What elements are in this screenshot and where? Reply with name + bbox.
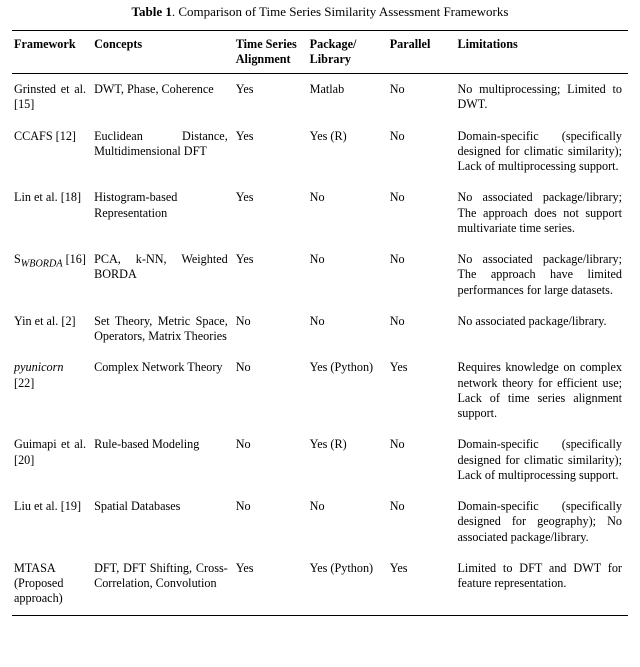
cell-concepts: Set Theory, Metric Space, Operators, Mat… [92, 306, 234, 353]
cell-framework: pyunicorn [22] [12, 352, 92, 429]
cell-package: No [308, 306, 388, 353]
cell-framework: Grinsted et al. [15] [12, 74, 92, 121]
cell-framework: SWBORDA [16] [12, 244, 92, 306]
cell-package: Yes (Python) [308, 553, 388, 615]
col-package: Package/ Library [308, 31, 388, 74]
cell-limitations: Domain-specific (specifically designed f… [455, 121, 628, 183]
col-limitations: Limitations [455, 31, 628, 74]
cell-package: No [308, 244, 388, 306]
comparison-table: Framework Concepts Time Series Alignment… [12, 30, 628, 616]
cell-parallel: No [388, 74, 456, 121]
cell-framework: Lin et al. [18] [12, 182, 92, 244]
cell-framework: Yin et al. [2] [12, 306, 92, 353]
cell-limitations: No associated package/library. [455, 306, 628, 353]
cell-parallel: No [388, 429, 456, 491]
table-body: Grinsted et al. [15]DWT, Phase, Coherenc… [12, 74, 628, 616]
table-caption-text: . Comparison of Time Series Similarity A… [172, 4, 509, 19]
cell-limitations: No associated package/library; The appro… [455, 182, 628, 244]
cell-concepts: Histogram-based Representation [92, 182, 234, 244]
cell-framework: Liu et al. [19] [12, 491, 92, 553]
cell-framework: CCAFS [12] [12, 121, 92, 183]
cell-alignment: Yes [234, 182, 308, 244]
cell-package: Yes (Python) [308, 352, 388, 429]
cell-limitations: Requires knowledge on complex network th… [455, 352, 628, 429]
cell-limitations: Limited to DFT and DWT for feature repre… [455, 553, 628, 615]
cell-concepts: Spatial Databases [92, 491, 234, 553]
cell-alignment: No [234, 352, 308, 429]
table-row: Guimapi et al. [20]Rule-based ModelingNo… [12, 429, 628, 491]
cell-framework: Guimapi et al. [20] [12, 429, 92, 491]
cell-parallel: Yes [388, 553, 456, 615]
cell-alignment: No [234, 429, 308, 491]
cell-framework: MTASA (Proposed approach) [12, 553, 92, 615]
cell-package: Yes (R) [308, 121, 388, 183]
cell-parallel: No [388, 182, 456, 244]
cell-concepts: Complex Network Theory [92, 352, 234, 429]
cell-package: Yes (R) [308, 429, 388, 491]
cell-alignment: Yes [234, 553, 308, 615]
table-row: MTASA (Proposed approach)DFT, DFT Shifti… [12, 553, 628, 615]
cell-alignment: Yes [234, 74, 308, 121]
col-alignment: Time Series Alignment [234, 31, 308, 74]
cell-alignment: No [234, 306, 308, 353]
col-framework: Framework [12, 31, 92, 74]
cell-limitations: No associated package/library; The appro… [455, 244, 628, 306]
cell-package: No [308, 491, 388, 553]
cell-concepts: Rule-based Modeling [92, 429, 234, 491]
col-concepts: Concepts [92, 31, 234, 74]
col-parallel: Parallel [388, 31, 456, 74]
cell-alignment: Yes [234, 244, 308, 306]
cell-alignment: No [234, 491, 308, 553]
table-row: pyunicorn [22]Complex Network TheoryNoYe… [12, 352, 628, 429]
cell-concepts: Euclidean Distance, Multidimensional DFT [92, 121, 234, 183]
cell-alignment: Yes [234, 121, 308, 183]
cell-limitations: Domain-specific (specifically designed f… [455, 491, 628, 553]
cell-limitations: Domain-specific (specifically designed f… [455, 429, 628, 491]
table-caption: Table 1. Comparison of Time Series Simil… [12, 4, 628, 20]
cell-concepts: DFT, DFT Shifting, Cross-Correlation, Co… [92, 553, 234, 615]
table-row: Liu et al. [19]Spatial DatabasesNoNoNoDo… [12, 491, 628, 553]
table-row: Lin et al. [18]Histogram-based Represent… [12, 182, 628, 244]
cell-package: Matlab [308, 74, 388, 121]
table-row: CCAFS [12]Euclidean Distance, Multidimen… [12, 121, 628, 183]
cell-parallel: No [388, 491, 456, 553]
table-label: Table 1 [132, 4, 172, 19]
cell-limitations: No multiprocessing; Limited to DWT. [455, 74, 628, 121]
cell-parallel: Yes [388, 352, 456, 429]
cell-parallel: No [388, 306, 456, 353]
cell-package: No [308, 182, 388, 244]
table-row: SWBORDA [16]PCA, k-NN, Weighted BORDAYes… [12, 244, 628, 306]
cell-parallel: No [388, 121, 456, 183]
cell-parallel: No [388, 244, 456, 306]
cell-concepts: PCA, k-NN, Weighted BORDA [92, 244, 234, 306]
cell-concepts: DWT, Phase, Coherence [92, 74, 234, 121]
table-header-row: Framework Concepts Time Series Alignment… [12, 31, 628, 74]
table-row: Yin et al. [2]Set Theory, Metric Space, … [12, 306, 628, 353]
table-row: Grinsted et al. [15]DWT, Phase, Coherenc… [12, 74, 628, 121]
